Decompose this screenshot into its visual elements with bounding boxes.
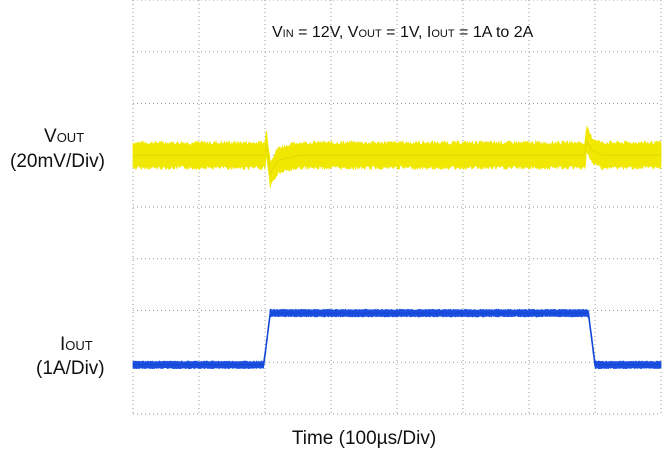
- vout-label: VOUT: [44, 126, 85, 147]
- grid: [132, 0, 662, 415]
- traces: [132, 125, 662, 370]
- iout-trace: [132, 308, 662, 370]
- iout-label: IOUT: [60, 334, 93, 355]
- vout-scale: (20mV/Div): [10, 151, 106, 172]
- vout-trace-center: [133, 140, 661, 175]
- iout-scale: (1A/Div): [36, 358, 105, 379]
- test-conditions: VIN = 12V, VOUT = 1V, IOUT = 1A to 2A: [272, 24, 534, 41]
- vout-trace: [132, 125, 662, 188]
- iout-trace-center: [133, 312, 661, 366]
- x-axis-label: Time (100µs/Div): [291, 428, 437, 449]
